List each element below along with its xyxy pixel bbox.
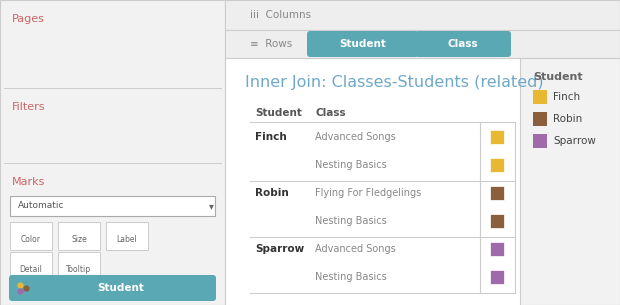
Text: Label: Label xyxy=(117,235,138,244)
Text: ≡  Rows: ≡ Rows xyxy=(250,39,292,49)
Text: Class: Class xyxy=(448,39,478,49)
Text: Nesting Basics: Nesting Basics xyxy=(315,272,387,282)
Text: Flying For Fledgelings: Flying For Fledgelings xyxy=(315,188,421,198)
Text: Sparrow: Sparrow xyxy=(553,136,596,146)
Bar xyxy=(490,214,504,228)
Text: ▾: ▾ xyxy=(208,201,213,211)
Text: iii  Columns: iii Columns xyxy=(250,10,311,20)
Bar xyxy=(533,90,547,104)
Bar xyxy=(10,252,52,280)
Text: Robin: Robin xyxy=(553,114,582,124)
FancyBboxPatch shape xyxy=(415,31,511,57)
Text: Sparrow: Sparrow xyxy=(255,244,304,254)
Text: Student: Student xyxy=(533,72,583,82)
Text: Nesting Basics: Nesting Basics xyxy=(315,216,387,226)
Bar xyxy=(533,134,547,148)
Bar xyxy=(520,58,620,305)
Text: Marks: Marks xyxy=(12,177,45,187)
Bar xyxy=(490,186,504,200)
Bar xyxy=(225,30,620,58)
Text: Advanced Songs: Advanced Songs xyxy=(315,244,396,254)
Bar xyxy=(0,0,225,305)
Text: Student: Student xyxy=(97,283,144,293)
Bar xyxy=(10,196,215,216)
Bar xyxy=(533,112,547,126)
Text: Nesting Basics: Nesting Basics xyxy=(315,160,387,170)
Bar xyxy=(10,222,52,250)
Bar xyxy=(490,130,504,144)
Bar xyxy=(225,58,520,305)
FancyBboxPatch shape xyxy=(307,31,418,57)
Text: Advanced Songs: Advanced Songs xyxy=(315,132,396,142)
Bar xyxy=(490,158,504,172)
Text: Tooltip: Tooltip xyxy=(66,265,92,274)
Bar xyxy=(106,222,148,250)
Bar xyxy=(490,242,504,256)
Bar xyxy=(490,270,504,284)
FancyBboxPatch shape xyxy=(9,275,216,301)
Text: Robin: Robin xyxy=(255,188,289,198)
Bar xyxy=(58,222,100,250)
Text: Color: Color xyxy=(21,235,41,244)
Text: Finch: Finch xyxy=(255,132,286,142)
Text: Student: Student xyxy=(255,108,302,118)
Text: Filters: Filters xyxy=(12,102,45,112)
Text: Pages: Pages xyxy=(12,14,45,24)
Text: Class: Class xyxy=(315,108,345,118)
Bar xyxy=(225,0,620,30)
Text: Inner Join: Classes-Students (related): Inner Join: Classes-Students (related) xyxy=(245,75,544,90)
Text: Finch: Finch xyxy=(553,92,580,102)
Text: Size: Size xyxy=(71,235,87,244)
Text: Automatic: Automatic xyxy=(18,202,64,210)
Bar xyxy=(58,252,100,280)
Text: Detail: Detail xyxy=(20,265,42,274)
Text: Student: Student xyxy=(339,39,386,49)
